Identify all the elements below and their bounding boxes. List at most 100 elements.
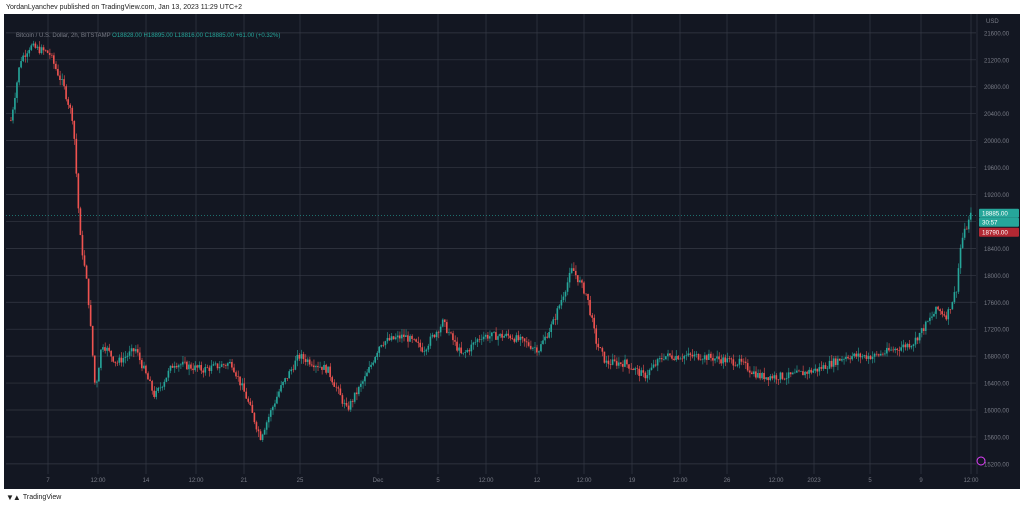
- candle-body: [376, 352, 379, 358]
- candle-body: [914, 337, 917, 345]
- candle-body: [781, 372, 784, 379]
- candle-body: [691, 354, 694, 357]
- candle-body: [417, 341, 419, 343]
- candlestick-chart[interactable]: 15200.00 15600.00 16000.00 16400.00 16800.00…: [4, 14, 1020, 489]
- candle-body: [448, 332, 450, 334]
- candle-body: [220, 364, 223, 367]
- candle-body: [564, 291, 567, 297]
- candle-body: [734, 365, 737, 367]
- candle-body: [478, 339, 481, 340]
- candle-body: [513, 338, 516, 342]
- candle-body: [337, 387, 340, 389]
- candle-body: [413, 338, 415, 340]
- candle-body: [472, 342, 475, 345]
- candle-body: [865, 355, 868, 359]
- candle-body: [603, 351, 606, 363]
- candle-body: [628, 364, 630, 369]
- candle-body: [75, 138, 78, 174]
- candle-body: [699, 359, 702, 361]
- candle-body: [634, 368, 636, 371]
- candle-body: [836, 358, 839, 365]
- candle-body: [785, 378, 788, 380]
- candle-body: [484, 334, 487, 337]
- candle-body: [814, 368, 817, 371]
- candle-body: [867, 355, 870, 359]
- y-tick-label: 19200.00: [984, 193, 1010, 199]
- candle-body: [501, 333, 503, 338]
- change-value: +61.00 (+0.32%): [235, 33, 281, 39]
- candle-body: [241, 383, 243, 386]
- countdown-label-bg: [979, 217, 1019, 227]
- candle-body: [562, 296, 565, 301]
- candle-body: [452, 333, 454, 341]
- y-tick-label: 16800.00: [984, 355, 1010, 361]
- candle-body: [460, 347, 462, 354]
- candle-body: [42, 47, 45, 51]
- candle-body: [568, 272, 571, 283]
- candle-body: [437, 332, 440, 333]
- candle-body: [394, 337, 397, 340]
- candle-body: [175, 366, 178, 368]
- candle-body: [333, 382, 336, 387]
- candle-body: [255, 422, 258, 430]
- x-tick-label: 9: [919, 478, 923, 484]
- candle-body: [114, 361, 117, 363]
- candle-body: [931, 316, 933, 318]
- candle-body: [282, 381, 284, 386]
- candle-body: [941, 311, 943, 315]
- candle-body: [249, 401, 252, 405]
- candle-body: [247, 398, 250, 402]
- candle-body: [808, 369, 810, 374]
- candle-body: [325, 364, 327, 373]
- candle-body: [79, 208, 82, 236]
- candle-body: [793, 372, 796, 374]
- candle-body: [245, 391, 248, 399]
- candle-body: [550, 324, 552, 333]
- candle-body: [744, 361, 747, 364]
- candle-body: [343, 402, 346, 404]
- candle-body: [861, 356, 864, 358]
- candle-body: [349, 400, 352, 410]
- candle-body: [50, 54, 53, 56]
- candle-body: [585, 293, 587, 295]
- candle-body: [787, 372, 790, 379]
- candle-body: [679, 358, 681, 360]
- candle-body: [398, 335, 401, 339]
- candle-body: [838, 358, 841, 361]
- candle-body: [949, 309, 952, 310]
- candle-body: [138, 352, 141, 361]
- candle-body: [767, 377, 769, 381]
- candle-body: [660, 358, 663, 360]
- candle-body: [384, 341, 387, 346]
- candle-body: [415, 339, 417, 342]
- candle-body: [908, 343, 911, 348]
- candle-body: [409, 335, 411, 342]
- candle-body: [922, 328, 925, 331]
- candle-body: [165, 377, 168, 382]
- candle-body: [595, 328, 598, 344]
- candle-body: [601, 348, 604, 352]
- candle-body: [967, 219, 970, 230]
- candle-body: [427, 345, 430, 350]
- candle-body: [910, 346, 913, 348]
- candle-body: [30, 45, 33, 50]
- candle-body: [843, 358, 845, 360]
- candle-body: [538, 351, 540, 353]
- candle-body: [95, 381, 98, 383]
- candle-body: [851, 356, 853, 360]
- candle-body: [239, 376, 241, 386]
- chart-panel[interactable]: 15200.00 15600.00 16000.00 16400.00 16800.00…: [4, 14, 1020, 489]
- candle-body: [269, 410, 272, 417]
- candle-body: [46, 50, 49, 53]
- x-tick-label: 5: [868, 478, 872, 484]
- candle-body: [705, 355, 708, 360]
- open-value: O18828.00: [112, 33, 142, 39]
- candle-body: [859, 353, 862, 358]
- candle-body: [231, 361, 233, 368]
- candle-body: [718, 356, 720, 360]
- candle-body: [755, 371, 757, 378]
- candle-body: [707, 353, 710, 360]
- candle-body: [429, 336, 432, 346]
- candle-body: [929, 317, 931, 322]
- candle-body: [116, 362, 119, 364]
